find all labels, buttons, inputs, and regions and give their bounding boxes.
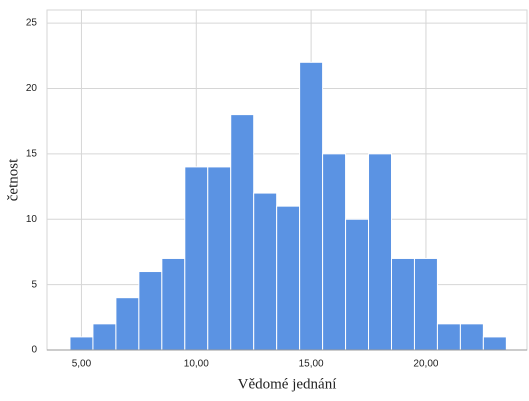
bar — [299, 61, 324, 351]
bar — [161, 257, 186, 351]
bar — [253, 192, 278, 351]
bar — [69, 336, 94, 351]
x-axis-title: Vědomé jednání — [238, 376, 337, 392]
y-tick-label: 25 — [26, 18, 38, 29]
y-axis-title: četnost — [5, 158, 21, 201]
bar — [138, 271, 163, 351]
bar — [92, 323, 117, 351]
bar — [368, 153, 392, 351]
x-tick-label: 5,00 — [72, 359, 92, 370]
bar — [184, 166, 209, 351]
y-tick-label: 20 — [26, 83, 38, 94]
bar — [115, 297, 140, 351]
bar — [207, 166, 232, 351]
x-tick-label: 20,00 — [413, 359, 438, 370]
y-tick-label: 5 — [31, 279, 37, 290]
bar — [436, 323, 461, 351]
y-tick-label: 0 — [31, 345, 37, 356]
bar — [459, 323, 484, 351]
y-tick-label: 10 — [26, 214, 38, 225]
bar — [482, 336, 507, 351]
x-tick-label: 10,00 — [184, 359, 209, 370]
bar — [276, 205, 301, 351]
bar — [322, 153, 347, 351]
x-tick-label: 15,00 — [299, 359, 324, 370]
bar — [345, 218, 370, 351]
y-tick-label: 15 — [26, 148, 38, 159]
bar — [390, 257, 415, 351]
bar — [230, 114, 255, 351]
bar — [413, 257, 438, 351]
